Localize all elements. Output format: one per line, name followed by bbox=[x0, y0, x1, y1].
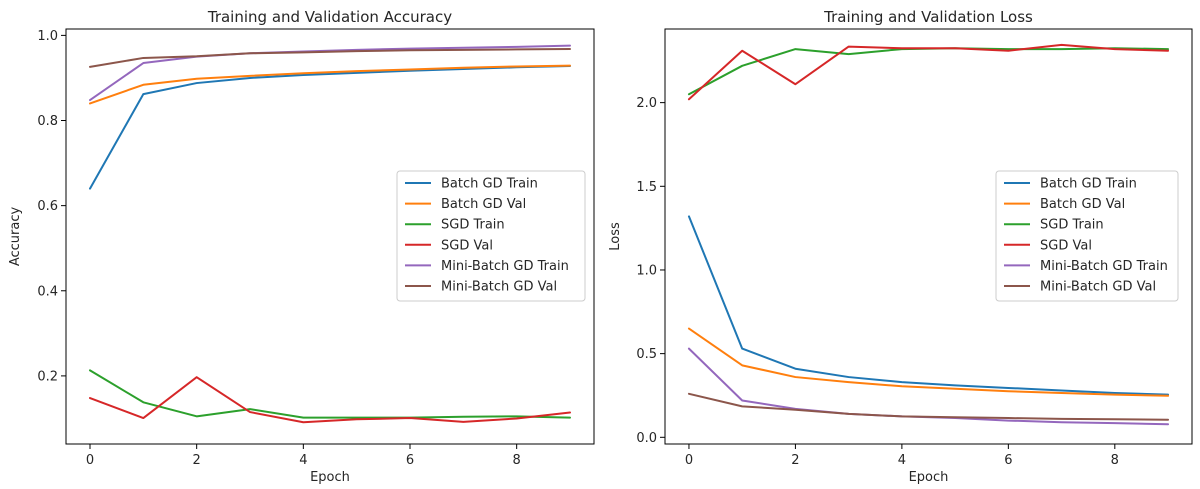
legend-entry: Mini-Batch GD Val bbox=[441, 280, 557, 295]
legend-box bbox=[995, 170, 1179, 302]
x-tick-label: 2 bbox=[791, 453, 799, 468]
legend-entry: SGD Val bbox=[441, 238, 493, 253]
series-line-batch-gd-val bbox=[687, 327, 1170, 397]
x-axis-label: Epoch bbox=[909, 470, 949, 485]
legend-entry: Batch GD Val bbox=[1040, 197, 1125, 212]
y-tick-label: 0.2 bbox=[37, 369, 58, 384]
x-tick-label: 8 bbox=[1111, 453, 1119, 468]
legend-entry: Batch GD Train bbox=[1040, 177, 1137, 192]
series-line-mini-batch-gd-train bbox=[687, 347, 1170, 426]
series-line-sgd-val bbox=[89, 376, 571, 424]
y-tick-label: 1.0 bbox=[37, 29, 58, 44]
x-tick-label: 2 bbox=[193, 453, 201, 468]
y-axis-label: Accuracy bbox=[8, 207, 23, 267]
chart-title: Training and Validation Accuracy bbox=[207, 8, 452, 26]
legend-entry: SGD Val bbox=[1040, 238, 1092, 253]
x-tick-label: 6 bbox=[1004, 453, 1012, 468]
y-tick-label: 0.5 bbox=[636, 347, 657, 362]
x-axis-label: Epoch bbox=[310, 470, 350, 485]
legend-entry: SGD Train bbox=[441, 218, 505, 233]
legend-box bbox=[396, 170, 586, 302]
legend-entry: Mini-Batch GD Train bbox=[441, 259, 569, 274]
series-line-batch-gd-train bbox=[89, 65, 571, 190]
y-tick-label: 0.0 bbox=[636, 431, 657, 446]
series-line-sgd-val bbox=[687, 43, 1170, 101]
y-tick-label: 0.6 bbox=[37, 199, 58, 214]
legend: Batch GD Train Batch GD Val SGD Train SGD V… bbox=[396, 170, 586, 302]
legend-entry: Batch GD Val bbox=[441, 197, 526, 212]
series-line-batch-gd-val bbox=[89, 64, 571, 105]
x-tick-label: 4 bbox=[898, 453, 906, 468]
x-tick-label: 6 bbox=[406, 453, 414, 468]
y-axis-label: Loss bbox=[608, 222, 623, 251]
x-tick-label: 4 bbox=[299, 453, 307, 468]
legend-entry: SGD Train bbox=[1040, 218, 1104, 233]
series-line-sgd-train bbox=[687, 47, 1170, 96]
chart-panel-1: Training and Validation Accuracy 0 2 4 6 8 0.2… bbox=[8, 8, 595, 485]
series-line-batch-gd-train bbox=[687, 215, 1170, 396]
chart-title: Training and Validation Loss bbox=[823, 8, 1033, 26]
x-tick-label: 0 bbox=[86, 453, 94, 468]
y-tick-label: 2.0 bbox=[636, 96, 657, 111]
legend-entry: Mini-Batch GD Val bbox=[1040, 280, 1156, 295]
plot-area-frame bbox=[65, 28, 595, 445]
legend-entry: Mini-Batch GD Train bbox=[1040, 259, 1168, 274]
y-tick-label: 1.5 bbox=[636, 180, 657, 195]
series-line-mini-batch-gd-val bbox=[687, 392, 1170, 421]
plot-area-frame bbox=[664, 28, 1193, 445]
series-line-mini-batch-gd-val bbox=[89, 48, 571, 68]
chart-panel-2: Training and Validation Loss 0 2 4 6 8 0.0 0.5 1… bbox=[608, 8, 1193, 485]
y-tick-label: 1.0 bbox=[636, 263, 657, 278]
legend-entry: Batch GD Train bbox=[441, 177, 538, 192]
y-tick-label: 0.8 bbox=[37, 114, 58, 129]
x-tick-label: 0 bbox=[685, 453, 693, 468]
y-tick-label: 0.4 bbox=[37, 284, 58, 299]
series-line-sgd-train bbox=[89, 369, 571, 419]
series-line-mini-batch-gd-train bbox=[89, 44, 571, 102]
legend: Batch GD Train Batch GD Val SGD Train SGD V… bbox=[995, 170, 1179, 302]
x-tick-label: 8 bbox=[513, 453, 521, 468]
